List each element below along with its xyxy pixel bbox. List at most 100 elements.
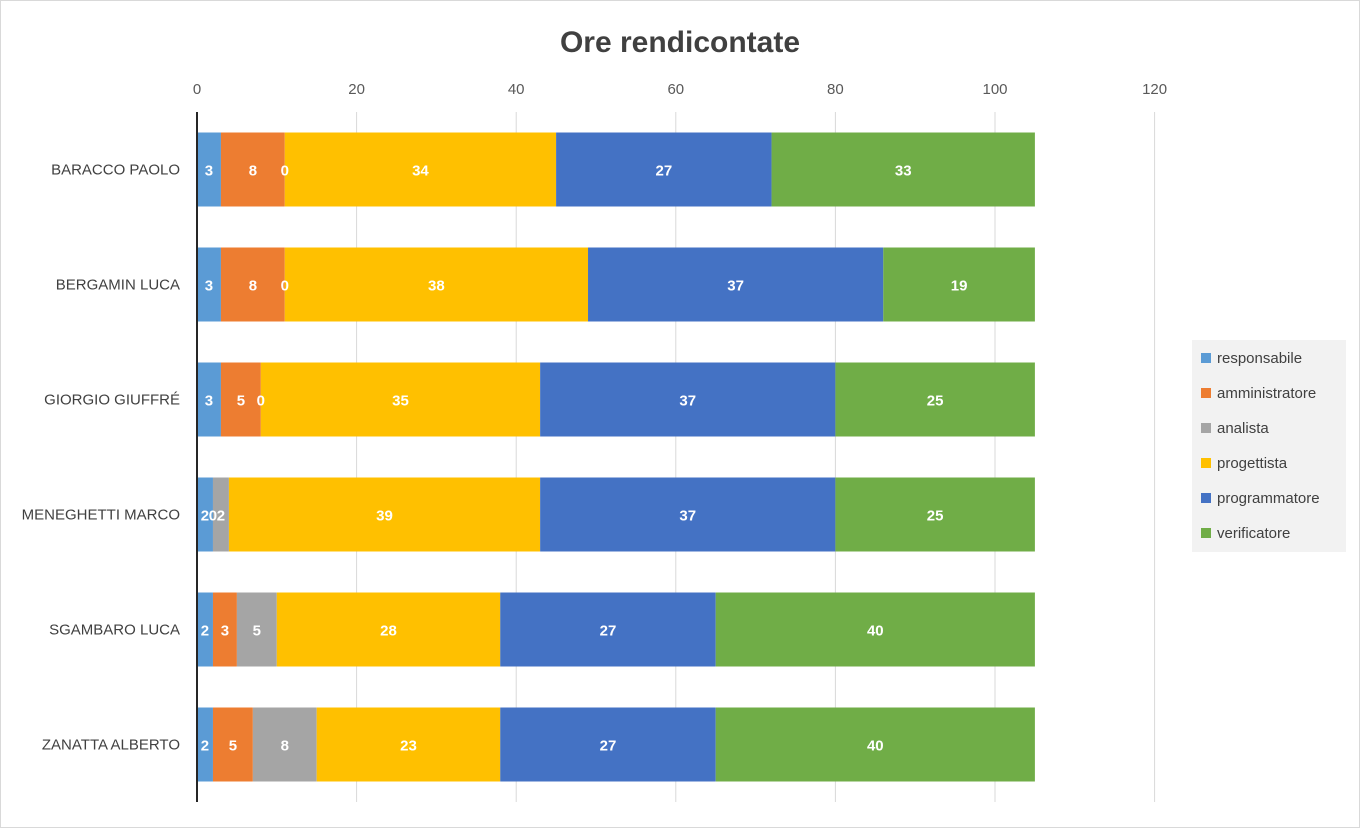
data-label: 2 (217, 508, 225, 525)
data-label: 39 (376, 508, 393, 525)
bar-segment (500, 592, 716, 667)
legend-label: amministratore (1217, 385, 1316, 402)
bar-segment (197, 132, 221, 207)
data-label: 3 (205, 393, 213, 410)
legend-swatch (1201, 528, 1211, 538)
legend-box (1192, 340, 1346, 552)
data-label: 23 (400, 738, 417, 755)
x-tick-label: 60 (667, 81, 684, 98)
legend-label: progettista (1217, 455, 1288, 472)
bar-segment (715, 707, 1035, 782)
bar-segment (228, 477, 541, 552)
bar-segment (212, 707, 253, 782)
bar-segment (715, 592, 1035, 667)
data-label: 40 (867, 738, 884, 755)
data-label: 5 (237, 393, 245, 410)
data-label: 0 (257, 393, 265, 410)
data-label: 27 (600, 738, 617, 755)
bar-segment (588, 247, 884, 322)
bar-segment (236, 592, 277, 667)
legend-swatch (1201, 458, 1211, 468)
data-label: 2 (201, 623, 209, 640)
legend-label: programmatore (1217, 490, 1320, 507)
legend-swatch (1201, 353, 1211, 363)
data-label: 8 (281, 738, 289, 755)
bar-segment (835, 477, 1035, 552)
data-label: 2 (201, 738, 209, 755)
data-label: 3 (205, 163, 213, 180)
chart-title: Ore rendicontate (560, 26, 800, 59)
bar-segment (220, 247, 285, 322)
bar-segment (284, 132, 557, 207)
x-tick-label: 100 (982, 81, 1007, 98)
category-label: BERGAMIN LUCA (56, 277, 180, 294)
bar-segment (500, 707, 716, 782)
legend-swatch (1201, 493, 1211, 503)
category-label: BARACCO PAOLO (51, 162, 180, 179)
data-label: 5 (253, 623, 261, 640)
bar-segment (212, 477, 229, 552)
data-label: 28 (380, 623, 397, 640)
data-label: 25 (927, 508, 944, 525)
data-label: 40 (867, 623, 884, 640)
data-label: 2 (201, 508, 209, 525)
legend-swatch (1201, 388, 1211, 398)
data-label: 38 (428, 278, 445, 295)
category-label: SGAMBARO LUCA (49, 622, 180, 639)
x-tick-label: 80 (827, 81, 844, 98)
x-tick-label: 0 (193, 81, 201, 98)
data-label: 8 (249, 163, 257, 180)
data-label: 35 (392, 393, 409, 410)
bar-segment (220, 132, 285, 207)
data-label: 25 (927, 393, 944, 410)
data-label: 8 (249, 278, 257, 295)
bar-segment (316, 707, 501, 782)
data-label: 33 (895, 163, 912, 180)
data-label: 37 (727, 278, 744, 295)
bar-segment (197, 707, 213, 782)
legend-label: analista (1217, 420, 1269, 437)
data-labels: 3 8 0 34 27 333 8 0 38 37 193 5 0 35 37 252 0 2 39 37 252 3 5 2… (201, 163, 968, 755)
bar-segment (276, 592, 501, 667)
legend: responsabile amministratore analista proget… (1192, 340, 1346, 552)
data-label: 34 (412, 163, 429, 180)
data-label: 3 (205, 278, 213, 295)
data-label: 0 (281, 163, 289, 180)
bar-segment (252, 707, 317, 782)
bar-segment (220, 362, 261, 437)
category-axis: BARACCO PAOLO BERGAMIN LUCA GIORGIO GIUFFR… (22, 112, 198, 802)
data-label: 27 (600, 623, 617, 640)
bar-segment (883, 247, 1035, 322)
x-tick-label: 120 (1142, 81, 1167, 98)
category-label: MENEGHETTI MARCO (22, 507, 180, 524)
bar-segment (260, 362, 541, 437)
bar-segment (197, 362, 221, 437)
data-label: 37 (679, 508, 696, 525)
bar-segment (540, 362, 836, 437)
data-label: 5 (229, 738, 237, 755)
data-label: 37 (679, 393, 696, 410)
category-label: GIORGIO GIUFFRÉ (44, 392, 180, 409)
bar-segment (197, 477, 213, 552)
legend-label: verificatore (1217, 525, 1290, 542)
x-tick-label: 20 (348, 81, 365, 98)
data-label: 19 (951, 278, 968, 295)
data-label: 0 (281, 278, 289, 295)
bar-segment (835, 362, 1035, 437)
data-label: 27 (655, 163, 672, 180)
bar-segment (540, 477, 836, 552)
data-label: 0 (209, 508, 217, 525)
bar-segment (556, 132, 772, 207)
category-label: ZANATTA ALBERTO (42, 737, 180, 754)
x-axis-ticks: 0 20 40 60 80 100 120 (193, 81, 1167, 98)
bar-segment (197, 592, 213, 667)
bar-segment (284, 247, 589, 322)
bars (197, 132, 1035, 782)
gridlines (356, 112, 1156, 802)
bar-segment (197, 247, 221, 322)
data-label: 3 (221, 623, 229, 640)
legend-label: responsabile (1217, 350, 1302, 367)
bar-segment (771, 132, 1035, 207)
x-tick-label: 40 (508, 81, 525, 98)
